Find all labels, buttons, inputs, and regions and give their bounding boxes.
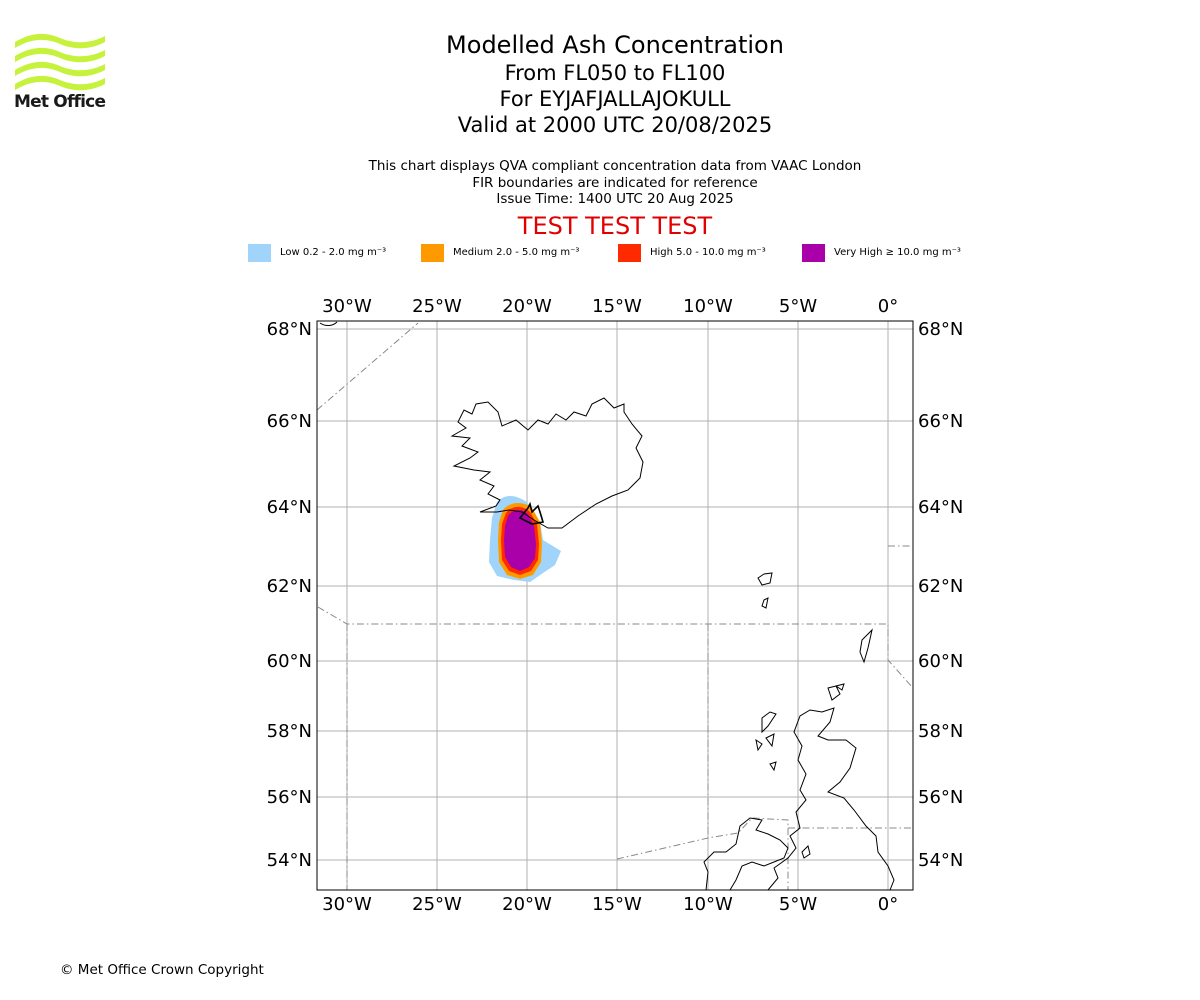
lat-label-left-58n: 58°N xyxy=(267,721,312,742)
lat-label-right-64n: 64°N xyxy=(918,497,963,518)
lon-labels-top: 30°W 25°W 20°W 15°W 10°W 5°W 0° xyxy=(322,296,898,317)
lon-label-bottom-5w: 5°W xyxy=(779,894,817,915)
lon-label-top-20w: 20°W xyxy=(502,296,552,317)
coastlines xyxy=(319,321,895,890)
info-line-qva: This chart displays QVA compliant concen… xyxy=(368,158,862,174)
lat-label-right-58n: 58°N xyxy=(918,721,963,742)
lon-label-top-15w: 15°W xyxy=(592,296,642,317)
lat-label-left-60n: 60°N xyxy=(267,651,312,672)
legend: Low 0.2 - 2.0 mg m⁻³ Medium 2.0 - 5.0 mg… xyxy=(0,244,1200,264)
map-frame xyxy=(316,320,914,891)
chart-titles: Modelled Ash Concentration From FL050 to… xyxy=(315,30,915,138)
lat-label-right-56n: 56°N xyxy=(918,787,963,808)
lat-label-left-68n: 68°N xyxy=(267,319,312,340)
iceland-coast xyxy=(450,397,644,529)
ash-very-high-contour xyxy=(504,510,536,571)
ash-contours xyxy=(489,495,561,582)
valid-time: Valid at 2000 UTC 20/08/2025 xyxy=(457,113,773,137)
lat-label-right-54n: 54°N xyxy=(918,850,963,871)
shetland-coast xyxy=(859,628,873,664)
lat-label-right-68n: 68°N xyxy=(918,319,963,340)
flight-level-range: From FL050 to FL100 xyxy=(504,61,726,85)
lon-label-bottom-30w: 30°W xyxy=(322,894,372,915)
fir-boundary-61n xyxy=(317,606,913,689)
faroe-islands-coast xyxy=(757,572,773,609)
ireland-coast xyxy=(703,817,789,890)
orkney-coast xyxy=(827,683,845,701)
lon-label-bottom-15w: 15°W xyxy=(592,894,642,915)
gridlines xyxy=(317,321,913,890)
legend-swatch-low xyxy=(248,244,271,262)
legend-label-medium: Medium 2.0 - 5.0 mg m⁻³ xyxy=(453,247,580,258)
hebrides-coast xyxy=(755,711,777,772)
info-line-issue-time: Issue Time: 1400 UTC 20 Aug 2025 xyxy=(496,191,734,207)
scotland-coast xyxy=(767,707,895,890)
lon-label-bottom-20w: 20°W xyxy=(502,894,552,915)
lat-label-right-62n: 62°N xyxy=(918,576,963,597)
lon-label-bottom-0: 0° xyxy=(878,894,898,915)
legend-label-very-high: Very High ≥ 10.0 mg m⁻³ xyxy=(834,247,961,258)
lat-label-right-60n: 60°N xyxy=(918,651,963,672)
fir-boundary-irish-sea xyxy=(616,817,789,890)
lat-label-left-56n: 56°N xyxy=(267,787,312,808)
lat-label-left-54n: 54°N xyxy=(267,850,312,871)
volcano-marker xyxy=(518,501,545,525)
fir-boundary-north-arc xyxy=(317,322,419,411)
info-line-fir: FIR boundaries are indicated for referen… xyxy=(472,174,758,191)
lon-label-top-25w: 25°W xyxy=(412,296,462,317)
fir-boundaries xyxy=(317,322,913,890)
lon-label-bottom-10w: 10°W xyxy=(683,894,733,915)
copyright-notice: © Met Office Crown Copyright xyxy=(60,962,264,978)
greenland-coast xyxy=(319,321,338,326)
lat-labels-left: 68°N 66°N 64°N 62°N 60°N 58°N 56°N 54°N xyxy=(267,319,312,871)
lon-label-top-0: 0° xyxy=(878,296,898,317)
logo-text: Met Office xyxy=(14,92,106,112)
legend-swatch-very-high xyxy=(802,244,825,262)
lat-label-left-66n: 66°N xyxy=(267,411,312,432)
legend-swatch-medium xyxy=(421,244,444,262)
test-banner: TEST TEST TEST xyxy=(517,212,713,240)
lat-labels-right: 68°N 66°N 64°N 62°N 60°N 58°N 56°N 54°N xyxy=(918,319,963,871)
isle-of-man-coast xyxy=(801,845,811,859)
legend-label-high: High 5.0 - 10.0 mg m⁻³ xyxy=(650,247,766,258)
lat-label-left-62n: 62°N xyxy=(267,576,312,597)
lon-label-top-5w: 5°W xyxy=(779,296,817,317)
met-office-logo-icon xyxy=(15,33,105,91)
page-title: Modelled Ash Concentration xyxy=(446,31,784,59)
lat-label-right-66n: 66°N xyxy=(918,411,963,432)
volcano-marker-shape xyxy=(518,501,545,525)
legend-label-low: Low 0.2 - 2.0 mg m⁻³ xyxy=(280,247,387,258)
lat-label-left-64n: 64°N xyxy=(267,497,312,518)
lon-label-bottom-25w: 25°W xyxy=(412,894,462,915)
lon-label-top-10w: 10°W xyxy=(683,296,733,317)
lon-label-top-30w: 30°W xyxy=(322,296,372,317)
volcano-name: For EYJAFJALLAJOKULL xyxy=(499,87,731,111)
lon-labels-bottom: 30°W 25°W 20°W 15°W 10°W 5°W 0° xyxy=(322,894,898,915)
chart-info: This chart displays QVA compliant concen… xyxy=(315,158,915,208)
legend-swatch-high xyxy=(618,244,641,262)
